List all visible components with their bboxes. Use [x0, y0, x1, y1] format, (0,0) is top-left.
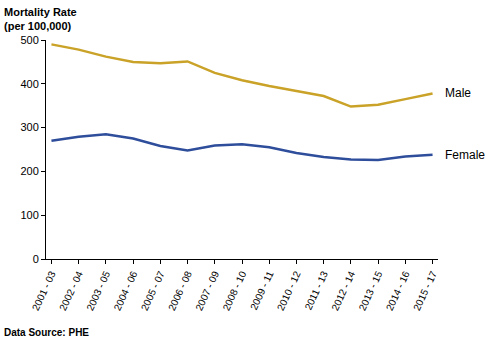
svg-text:Male: Male — [445, 86, 471, 100]
svg-text:300: 300 — [20, 121, 38, 133]
svg-text:100: 100 — [20, 209, 38, 221]
svg-text:2006 - 08: 2006 - 08 — [166, 269, 194, 312]
svg-text:2014 - 16: 2014 - 16 — [384, 269, 412, 312]
svg-text:500: 500 — [20, 34, 38, 46]
svg-text:2002 - 04: 2002 - 04 — [57, 269, 85, 312]
svg-text:200: 200 — [20, 165, 38, 177]
svg-text:2013 - 15: 2013 - 15 — [357, 269, 385, 312]
svg-text:Mortality Rate(per 100,000): Mortality Rate(per 100,000) — [4, 6, 77, 32]
svg-text:2015 - 17: 2015 - 17 — [411, 269, 439, 312]
svg-text:0: 0 — [33, 253, 39, 265]
svg-text:Data Source: PHE: Data Source: PHE — [4, 327, 89, 338]
svg-text:2005 - 07: 2005 - 07 — [139, 269, 167, 312]
svg-text:2010 - 12: 2010 - 12 — [275, 269, 303, 312]
svg-text:2004 - 06: 2004 - 06 — [112, 269, 140, 312]
svg-text:2012 - 14: 2012 - 14 — [329, 269, 357, 312]
svg-text:2003 - 05: 2003 - 05 — [84, 269, 112, 312]
svg-text:400: 400 — [20, 78, 38, 90]
svg-text:2007 - 09: 2007 - 09 — [193, 269, 221, 312]
svg-text:2008 - 10: 2008 - 10 — [221, 269, 249, 312]
svg-text:2001 - 03: 2001 - 03 — [30, 269, 58, 312]
svg-text:2009 - 11: 2009 - 11 — [248, 269, 276, 312]
svg-text:Female: Female — [445, 148, 485, 162]
svg-text:2011 - 13: 2011 - 13 — [302, 269, 330, 312]
